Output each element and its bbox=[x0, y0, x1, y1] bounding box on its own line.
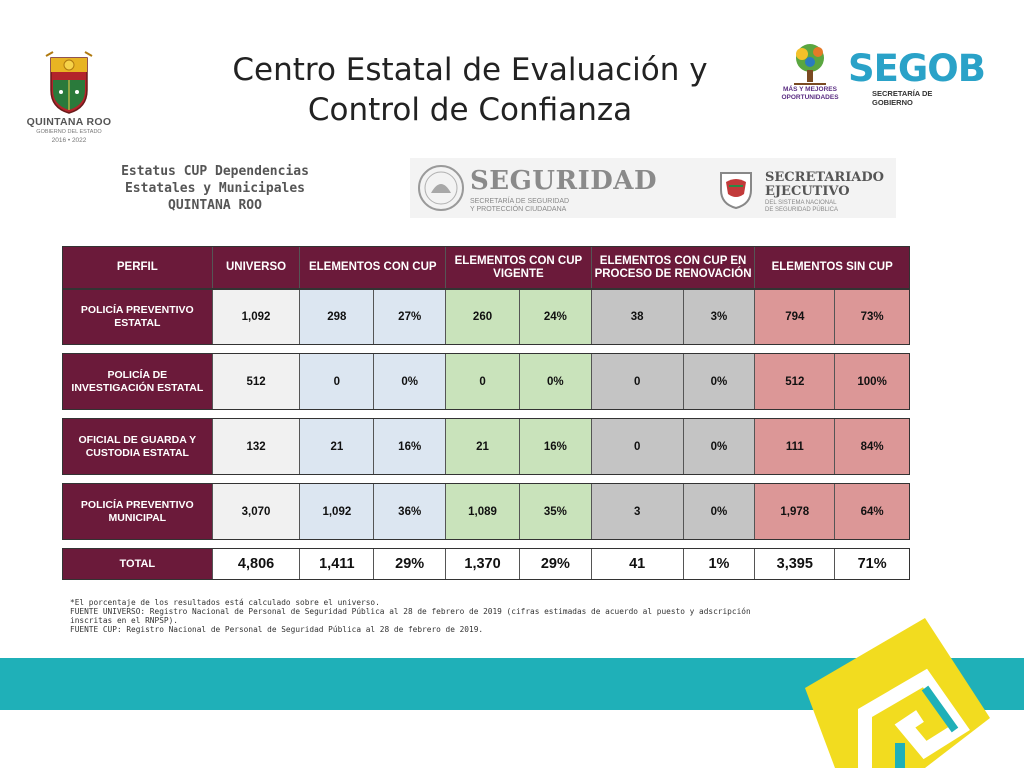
total-con-cup-pct: 29% bbox=[374, 549, 447, 579]
row-sin-cup: 111 bbox=[755, 419, 836, 474]
row-con-cup: 298 bbox=[300, 290, 375, 344]
coat-of-arms-icon bbox=[45, 51, 93, 114]
decorative-fret-icon bbox=[805, 618, 990, 768]
estatus-line-1: Estatus CUP Dependencias bbox=[121, 164, 309, 179]
table-row: POLICÍA PREVENTIVO MUNICIPAL 3,070 1,092… bbox=[62, 483, 910, 540]
row-con-cup: 21 bbox=[300, 419, 375, 474]
total-label: TOTAL bbox=[63, 549, 213, 579]
row-universo: 3,070 bbox=[212, 484, 301, 539]
estatus-line-2: Estatales y Municipales bbox=[124, 181, 305, 196]
row-vigente-pct: 16% bbox=[519, 419, 592, 474]
shield-icon bbox=[720, 172, 752, 210]
row-renovacion-pct: 0% bbox=[683, 354, 756, 409]
secretariado-subtitle-2: DE SEGURIDAD PÚBLICA bbox=[765, 207, 839, 213]
row-sin-cup: 794 bbox=[755, 290, 836, 344]
oportunidades-logo: MÁS Y MEJORES OPORTUNIDADES bbox=[780, 42, 840, 112]
title-line-1: Centro Estatal de Evaluación y bbox=[232, 52, 708, 88]
total-vigente: 1,370 bbox=[446, 549, 520, 579]
row-perfil: POLICÍA DE INVESTIGACIÓN ESTATAL bbox=[63, 354, 213, 409]
row-renovacion: 3 bbox=[591, 484, 684, 539]
header-sin-cup: ELEMENTOS SIN CUP bbox=[755, 247, 909, 288]
row-sin-cup-pct: 100% bbox=[835, 354, 910, 409]
footnote-3: inscritas en el RNPSP). bbox=[70, 616, 178, 625]
title-line-2: Control de Confianza bbox=[307, 92, 633, 128]
estatus-label: Estatus CUP Dependencias Estatales y Mun… bbox=[60, 163, 370, 214]
row-con-cup-pct: 36% bbox=[374, 484, 447, 539]
row-sin-cup: 1,978 bbox=[755, 484, 836, 539]
seguridad-subtitle-1: SECRETARÍA DE SEGURIDAD bbox=[470, 198, 570, 205]
row-perfil: POLICÍA PREVENTIVO ESTATAL bbox=[63, 290, 213, 344]
header-con-cup: ELEMENTOS CON CUP bbox=[300, 247, 447, 288]
segob-subtitle: SECRETARÍA DE GOBIERNO bbox=[872, 89, 933, 107]
segob-name: SEGOB bbox=[848, 47, 986, 90]
row-con-cup-pct: 0% bbox=[374, 354, 447, 409]
row-con-cup: 0 bbox=[300, 354, 375, 409]
seguridad-subtitle-2: Y PROTECCIÓN CIUDADANA bbox=[470, 206, 567, 213]
row-universo: 512 bbox=[212, 354, 301, 409]
row-sin-cup-pct: 73% bbox=[835, 290, 910, 344]
row-renovacion-pct: 3% bbox=[683, 290, 756, 344]
row-perfil: POLICÍA PREVENTIVO MUNICIPAL bbox=[63, 484, 213, 539]
table-row: OFICIAL DE GUARDA Y CUSTODIA ESTATAL 132… bbox=[62, 418, 910, 475]
oportunidades-line-2: OPORTUNIDADES bbox=[781, 94, 839, 101]
table-total-row: TOTAL 4,806 1,411 29% 1,370 29% 41 1% 3,… bbox=[62, 548, 910, 580]
row-renovacion: 38 bbox=[591, 290, 684, 344]
quintana-roo-logo: QUINTANA ROO GOBIERNO DEL ESTADO 2016 • … bbox=[26, 50, 112, 150]
header-perfil: PERFIL bbox=[63, 247, 213, 288]
table-header: PERFIL UNIVERSO ELEMENTOS CON CUP ELEMEN… bbox=[62, 246, 910, 289]
page-title: Centro Estatal de Evaluación y Control d… bbox=[200, 50, 740, 130]
quintana-roo-subtitle: GOBIERNO DEL ESTADO bbox=[36, 129, 102, 135]
footnote-4: FUENTE CUP: Registro Nacional de Persona… bbox=[70, 625, 484, 634]
seguridad-banner: SEGURIDAD SECRETARÍA DE SEGURIDAD Y PROT… bbox=[410, 158, 896, 218]
row-renovacion: 0 bbox=[591, 354, 684, 409]
total-sin-cup: 3,395 bbox=[755, 549, 836, 579]
row-sin-cup-pct: 84% bbox=[835, 419, 910, 474]
footnote-1: *El porcentaje de los resultados está ca… bbox=[70, 598, 380, 607]
total-universo: 4,806 bbox=[212, 549, 301, 579]
seguridad-name: SEGURIDAD bbox=[470, 166, 658, 196]
row-universo: 132 bbox=[212, 419, 301, 474]
estatus-line-3: QUINTANA ROO bbox=[168, 198, 262, 213]
row-vigente: 0 bbox=[446, 354, 520, 409]
total-renovacion-pct: 1% bbox=[683, 549, 756, 579]
total-vigente-pct: 29% bbox=[519, 549, 592, 579]
segob-logo: SEGOB SECRETARÍA DE GOBIERNO bbox=[848, 47, 986, 108]
row-vigente-pct: 35% bbox=[519, 484, 592, 539]
row-renovacion-pct: 0% bbox=[683, 484, 756, 539]
total-sin-cup-pct: 71% bbox=[835, 549, 910, 579]
footnotes: *El porcentaje de los resultados está ca… bbox=[70, 598, 910, 634]
row-renovacion: 0 bbox=[591, 419, 684, 474]
national-seal-icon bbox=[418, 165, 464, 211]
row-vigente: 260 bbox=[446, 290, 520, 344]
footnote-2: FUENTE UNIVERSO: Registro Nacional de Pe… bbox=[70, 607, 751, 616]
quintana-roo-years: 2016 • 2022 bbox=[51, 137, 87, 144]
row-vigente: 21 bbox=[446, 419, 520, 474]
row-renovacion-pct: 0% bbox=[683, 419, 756, 474]
oportunidades-line-1: MÁS Y MEJORES bbox=[783, 86, 837, 93]
header-cup-vigente: ELEMENTOS CON CUP VIGENTE bbox=[446, 247, 592, 288]
row-sin-cup-pct: 64% bbox=[835, 484, 910, 539]
row-vigente: 1,089 bbox=[446, 484, 520, 539]
header-renovacion: ELEMENTOS CON CUP EN PROCESO DE RENOVACI… bbox=[591, 247, 756, 288]
total-con-cup: 1,411 bbox=[300, 549, 375, 579]
row-vigente-pct: 0% bbox=[519, 354, 592, 409]
secretariado-line-1: SECRETARIADO bbox=[765, 170, 884, 185]
row-vigente-pct: 24% bbox=[519, 290, 592, 344]
table-row: POLICÍA DE INVESTIGACIÓN ESTATAL 512 0 0… bbox=[62, 353, 910, 410]
row-con-cup-pct: 16% bbox=[374, 419, 447, 474]
tree-icon bbox=[794, 44, 826, 85]
row-perfil: OFICIAL DE GUARDA Y CUSTODIA ESTATAL bbox=[63, 419, 213, 474]
header-universo: UNIVERSO bbox=[212, 247, 301, 288]
row-universo: 1,092 bbox=[212, 290, 301, 344]
row-con-cup-pct: 27% bbox=[374, 290, 447, 344]
table-row: POLICÍA PREVENTIVO ESTATAL 1,092 298 27%… bbox=[62, 289, 910, 345]
total-renovacion: 41 bbox=[591, 549, 684, 579]
row-con-cup: 1,092 bbox=[300, 484, 375, 539]
quintana-roo-name: QUINTANA ROO bbox=[26, 116, 112, 128]
secretariado-subtitle-1: DEL SISTEMA NACIONAL bbox=[765, 200, 837, 206]
row-sin-cup: 512 bbox=[755, 354, 836, 409]
secretariado-line-2: EJECUTIVO bbox=[765, 184, 850, 199]
